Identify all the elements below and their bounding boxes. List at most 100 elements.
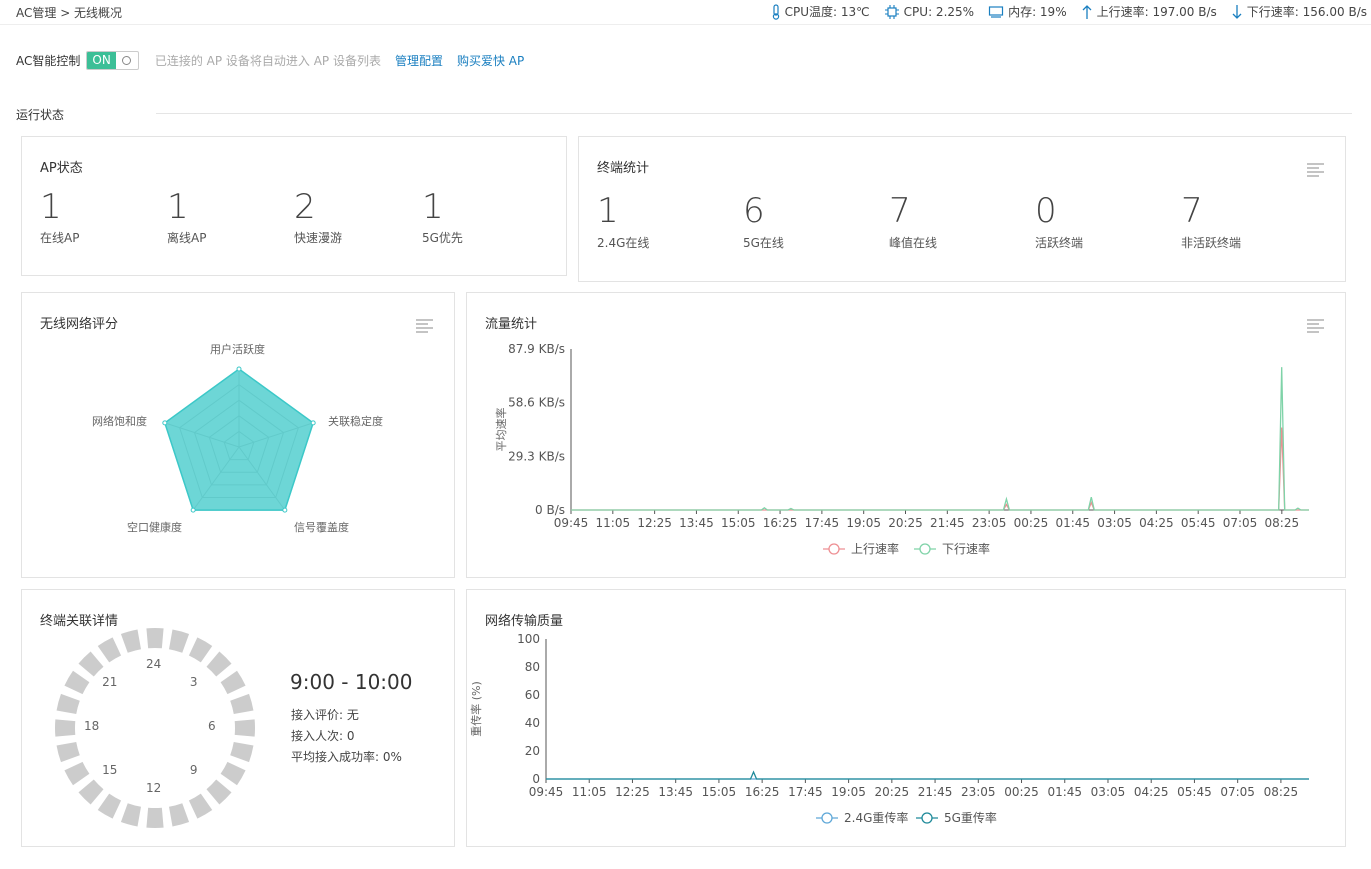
terminal-5g-label: 5G在线 xyxy=(743,236,784,250)
clock-hour-segment[interactable] xyxy=(56,693,80,715)
clock-hour-label: 3 xyxy=(189,675,198,690)
traffic-chart: 0 B/s 29.3 KB/s 58.6 KB/s 87.9 KB/s 09:45 11:… xyxy=(494,342,1309,556)
buy-ap-link[interactable]: 购买爱快 AP xyxy=(456,53,525,68)
access-count: 接入人次: 0 xyxy=(291,729,355,743)
clock-hour-segment[interactable] xyxy=(188,637,213,663)
clock-hour-label: 21 xyxy=(102,675,118,690)
y-tick-label: 60 xyxy=(525,688,540,702)
breadcrumb[interactable]: AC管理 > 无线概况 xyxy=(16,6,123,20)
clock-hour-segment[interactable] xyxy=(120,629,142,653)
x-tick-label: 12:25 xyxy=(615,785,650,799)
cpu-temp-value: CPU温度: 13℃ xyxy=(784,5,870,19)
clock-hour-segment[interactable] xyxy=(206,651,232,677)
x-tick-label: 11:05 xyxy=(596,516,631,530)
system-stats: CPU温度: 13℃ CPU: 2.25% 内存: 19% 上行速率: 197.… xyxy=(757,3,1367,20)
clock-hour-segment[interactable] xyxy=(97,637,122,663)
clock-hour-segment[interactable] xyxy=(78,779,104,805)
x-tick-label: 19:05 xyxy=(831,785,866,799)
menu-icon[interactable] xyxy=(416,319,434,333)
clock-hour-segment[interactable] xyxy=(234,719,255,737)
traffic-card: 流量统计 0 B/s 29.3 KB/s 58.6 KB/s 87.9 KB/s 09:… xyxy=(466,292,1346,578)
clock-hour-segment[interactable] xyxy=(220,761,246,786)
clock-hour-segment[interactable] xyxy=(168,803,190,827)
clock-hour-segment[interactable] xyxy=(120,803,142,827)
thermometer-icon xyxy=(772,3,779,20)
transmission-chart: 0 20 40 60 80 100 09:45 11:05 12:25 13:45 15:05 16:… xyxy=(469,632,1309,825)
x-tick-label: 09:45 xyxy=(529,785,564,799)
radar-chart xyxy=(162,366,316,513)
clock-hour-label: 9 xyxy=(189,762,198,777)
transmission-title: 网络传输质量 xyxy=(485,614,564,629)
clock-hour-segment[interactable] xyxy=(220,670,246,695)
terminal-24g-label: 2.4G在线 xyxy=(597,236,650,250)
terminal-24g-value: 1 xyxy=(597,191,619,231)
clock-hour-segment[interactable] xyxy=(97,793,122,819)
clock-hour-segment[interactable] xyxy=(230,693,254,715)
terminal-active-value: 0 xyxy=(1035,191,1057,231)
fast-roaming-label: 快速漫游 xyxy=(294,231,343,245)
y-axis-title: 重传率 (%) xyxy=(469,681,483,737)
transmission-card: 网络传输质量 0 20 40 60 80 100 09:45 11:05 12:25 13:45 1… xyxy=(466,589,1346,847)
menu-icon[interactable] xyxy=(1307,319,1325,333)
cpu-stat: CPU: 2.25% xyxy=(884,4,974,20)
radar-value-point xyxy=(310,420,316,426)
clock-hour-segment[interactable] xyxy=(64,761,90,786)
clock-hour-label: 15 xyxy=(102,762,118,777)
ac-control-label: AC智能控制 xyxy=(16,53,81,68)
y-tick-label: 20 xyxy=(525,744,540,758)
ap-status-card: AP状态 1 在线AP 1 离线AP 2 快速漫游 1 5G优先 xyxy=(21,136,567,276)
manage-config-link[interactable]: 管理配置 xyxy=(394,53,443,68)
clock-hour-segment[interactable] xyxy=(64,670,90,695)
ap-status-title: AP状态 xyxy=(40,161,83,176)
radar-axis-label: 空口健康度 xyxy=(127,521,182,534)
toggle-off-knob[interactable] xyxy=(116,52,138,69)
clock-hour-segment[interactable] xyxy=(146,807,164,828)
download-stat: 下行速率: 156.00 B/s xyxy=(1231,3,1367,20)
access-rating: 接入评价: 无 xyxy=(291,708,359,722)
radar-value-point xyxy=(236,366,242,372)
radar-value-point xyxy=(282,507,288,513)
terminal-peak-label: 峰值在线 xyxy=(889,236,938,250)
clock-hour-segment[interactable] xyxy=(230,741,254,763)
x-tick-label: 17:45 xyxy=(788,785,823,799)
y-tick-label: 58.6 KB/s xyxy=(508,396,565,410)
ac-control-toggle[interactable]: ON xyxy=(86,50,139,70)
y-tick-label: 0 B/s xyxy=(535,503,565,517)
upload-value: 上行速率: 197.00 B/s xyxy=(1096,5,1217,19)
radar-value-point xyxy=(162,420,168,426)
top-bar: AC管理 > 无线概况 CPU温度: 13℃ CPU: 2.25% 内存: 19… xyxy=(0,0,1371,25)
x-tick-label: 20:25 xyxy=(875,785,910,799)
y-tick-label: 100 xyxy=(517,632,540,646)
x-tick-label: 03:05 xyxy=(1097,516,1132,530)
clock-hour-segment[interactable] xyxy=(206,779,232,805)
clock-hour-segment[interactable] xyxy=(168,629,190,653)
x-tick-label: 01:45 xyxy=(1047,785,1082,799)
traffic-title: 流量统计 xyxy=(485,317,538,332)
x-tick-label: 12:25 xyxy=(637,516,672,530)
clock-hour-segment[interactable] xyxy=(55,719,76,737)
fast-roaming-value: 2 xyxy=(294,187,316,227)
clock-hour-segment[interactable] xyxy=(78,651,104,677)
clock-hour-segment[interactable] xyxy=(146,628,164,649)
x-tick-label: 08:25 xyxy=(1265,516,1300,530)
clock-hour-label: 24 xyxy=(146,657,162,671)
access-success-rate: 平均接入成功率: 0% xyxy=(291,750,402,764)
clock-hour-segment[interactable] xyxy=(188,793,213,819)
legend-label: 5G重传率 xyxy=(944,810,997,825)
x-tick-label: 04:25 xyxy=(1139,516,1174,530)
section-divider xyxy=(156,113,1352,114)
x-tick-label: 20:25 xyxy=(888,516,923,530)
upload-series xyxy=(571,427,1309,511)
ac-control-row: AC智能控制 ON 已连接的 AP 设备将自动进入 AP 设备列表 管理配置 购… xyxy=(16,50,538,70)
toggle-on-label[interactable]: ON xyxy=(87,51,116,69)
clock-ring[interactable] xyxy=(55,626,255,830)
cpu-chip-icon xyxy=(884,4,899,19)
ap-offline-label: 离线AP xyxy=(167,231,207,245)
x-tick-label: 16:25 xyxy=(763,516,798,530)
network-score-title: 无线网络评分 xyxy=(40,317,119,332)
ap-online-value: 1 xyxy=(40,187,62,227)
clock-hour-segment[interactable] xyxy=(56,741,80,763)
radar-axis-label: 信号覆盖度 xyxy=(294,521,349,534)
menu-icon[interactable] xyxy=(1307,163,1325,177)
cpu-value: CPU: 2.25% xyxy=(903,4,975,19)
